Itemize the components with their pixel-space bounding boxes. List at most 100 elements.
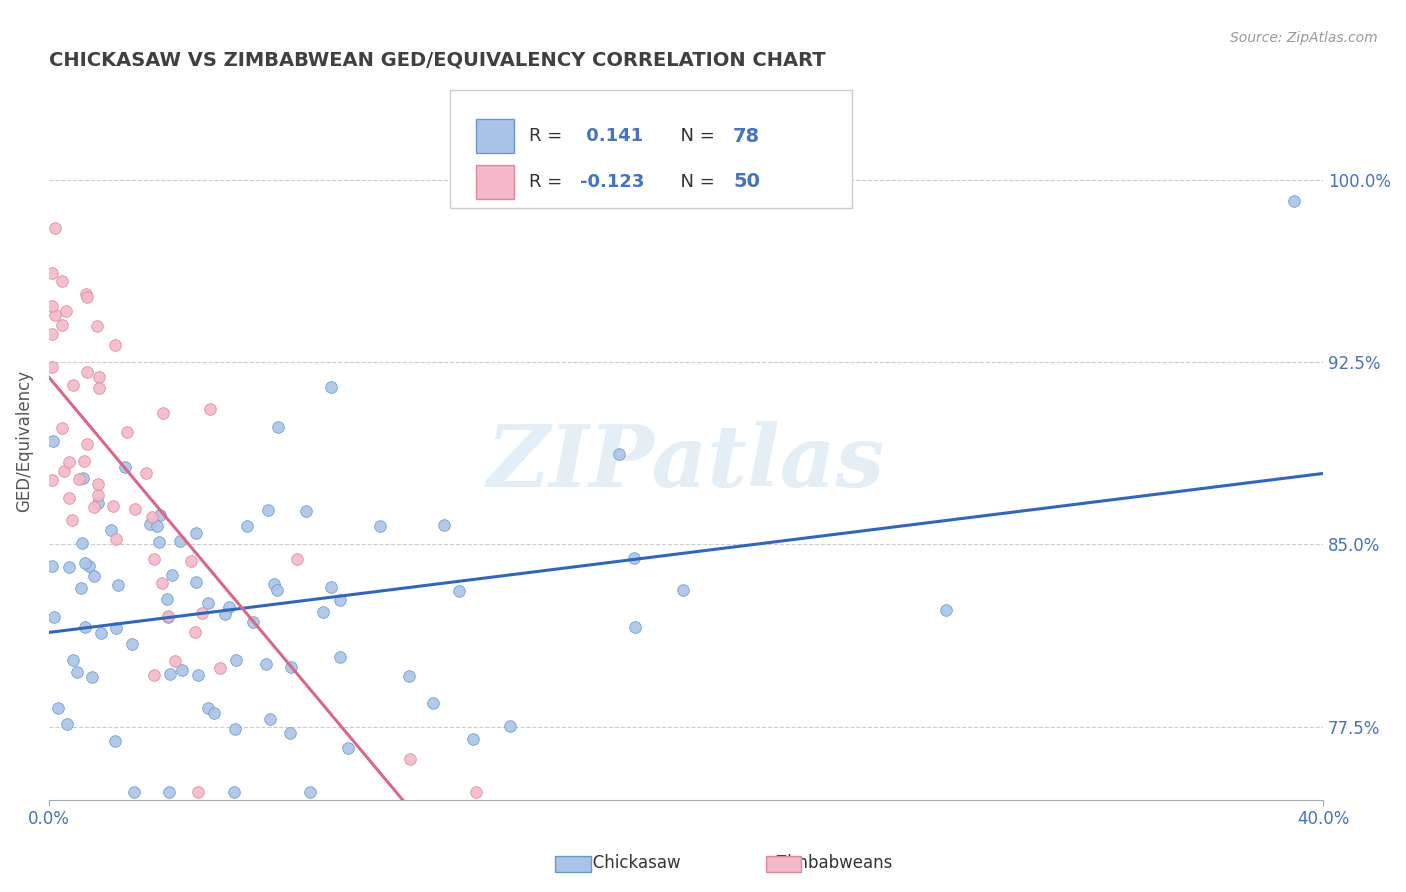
Point	[51, 318, 73, 333]
Point	[163, 654, 186, 668]
Point	[44, 308, 66, 322]
Point	[77, 558, 100, 573]
Text: Source: ZipAtlas.com: Source: ZipAtlas.com	[1230, 31, 1378, 45]
Point	[103, 499, 125, 513]
Point	[259, 712, 281, 726]
Text: Zimbabweans: Zimbabweans	[738, 855, 893, 872]
Point	[122, 785, 145, 799]
Point	[60, 513, 83, 527]
Point	[104, 338, 127, 352]
Point	[202, 706, 225, 721]
Point	[62, 378, 84, 392]
Point	[114, 460, 136, 475]
Point	[104, 532, 127, 546]
Point	[218, 599, 240, 614]
Point	[186, 574, 208, 589]
Point	[142, 551, 165, 566]
Point	[197, 700, 219, 714]
Point	[156, 609, 179, 624]
Point	[263, 576, 285, 591]
Point	[214, 607, 236, 621]
Point	[280, 659, 302, 673]
Point	[368, 519, 391, 533]
Point	[321, 379, 343, 393]
Point	[41, 359, 63, 374]
Point	[225, 652, 247, 666]
FancyBboxPatch shape	[450, 89, 852, 208]
Point	[76, 365, 98, 379]
Point	[42, 610, 65, 624]
Point	[236, 519, 259, 533]
Point	[157, 785, 180, 799]
Point	[121, 637, 143, 651]
Point	[329, 650, 352, 665]
Point	[115, 425, 138, 439]
Point	[148, 534, 170, 549]
Point	[55, 717, 77, 731]
Point	[184, 624, 207, 639]
FancyBboxPatch shape	[475, 119, 515, 153]
Point	[148, 508, 170, 522]
Point	[191, 606, 214, 620]
Point	[156, 591, 179, 606]
Point	[83, 569, 105, 583]
Point	[398, 752, 420, 766]
Point	[90, 625, 112, 640]
Point	[465, 785, 488, 799]
Point	[169, 534, 191, 549]
Point	[89, 381, 111, 395]
Point	[87, 477, 110, 491]
Point	[224, 785, 246, 799]
Text: -0.123: -0.123	[581, 173, 645, 191]
Point	[336, 740, 359, 755]
Point	[184, 526, 207, 541]
Point	[51, 420, 73, 434]
Point	[433, 518, 456, 533]
Text: CHICKASAW VS ZIMBABWEAN GED/EQUIVALENCY CORRELATION CHART: CHICKASAW VS ZIMBABWEAN GED/EQUIVALENCY …	[49, 51, 825, 70]
Point	[135, 466, 157, 480]
Point	[299, 785, 322, 799]
Point	[104, 621, 127, 635]
FancyBboxPatch shape	[475, 165, 515, 199]
Point	[58, 455, 80, 469]
Point	[58, 491, 80, 505]
Point	[75, 286, 97, 301]
Text: 78: 78	[733, 127, 761, 145]
Point	[242, 615, 264, 629]
Text: N =: N =	[669, 128, 721, 145]
Point	[87, 495, 110, 509]
Point	[58, 559, 80, 574]
Point	[143, 668, 166, 682]
Text: Chickasaw: Chickasaw	[557, 855, 681, 872]
Point	[41, 558, 63, 573]
Point	[107, 578, 129, 592]
Point	[124, 501, 146, 516]
Point	[329, 592, 352, 607]
Point	[145, 519, 167, 533]
Point	[160, 568, 183, 582]
Point	[150, 576, 173, 591]
Point	[319, 580, 342, 594]
Point	[197, 596, 219, 610]
Point	[170, 663, 193, 677]
Point	[499, 718, 522, 732]
Point	[41, 473, 63, 487]
Point	[139, 517, 162, 532]
Point	[257, 503, 280, 517]
Point	[76, 436, 98, 450]
Point	[89, 370, 111, 384]
Point	[312, 605, 335, 619]
Point	[422, 696, 444, 710]
Point	[76, 290, 98, 304]
Point	[159, 667, 181, 681]
Point	[70, 581, 93, 595]
Point	[935, 603, 957, 617]
Point	[72, 471, 94, 485]
Point	[41, 266, 63, 280]
Point	[41, 299, 63, 313]
Text: N =: N =	[669, 173, 721, 191]
Point	[82, 670, 104, 684]
Point	[187, 785, 209, 799]
Point	[398, 669, 420, 683]
Point	[266, 583, 288, 598]
